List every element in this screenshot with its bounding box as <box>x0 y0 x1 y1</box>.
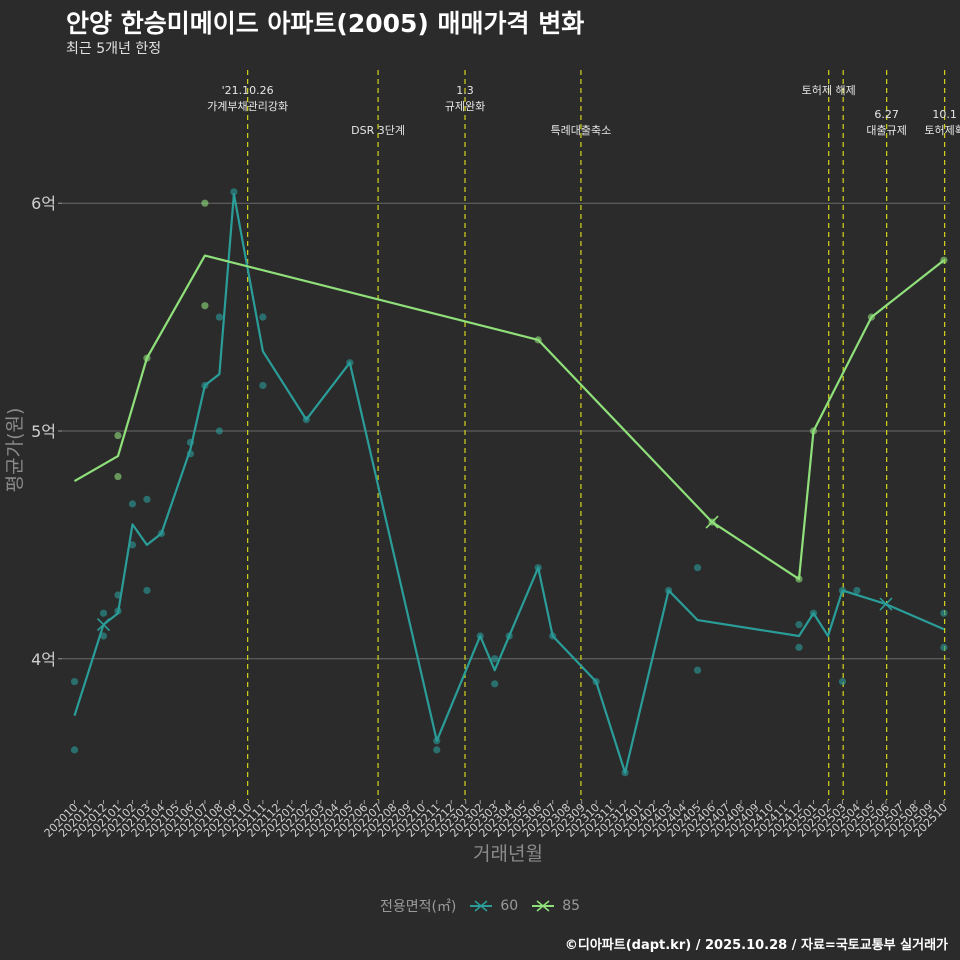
policy-event-label: 가계부채관리강화 <box>207 100 288 113</box>
data-point-60 <box>809 609 818 617</box>
source-caption: ©디아파트(dapt.kr) / 2025.10.28 / 자료=국토교통부 실… <box>564 938 948 953</box>
data-point-60 <box>795 621 803 629</box>
data-point-60 <box>476 632 484 640</box>
policy-event-label: 특례대출축소 <box>551 124 612 137</box>
data-point-60 <box>433 737 441 745</box>
y-axis: 4억 5억 6억 <box>31 194 62 669</box>
data-point-60 <box>592 677 600 686</box>
data-point-85 <box>940 256 948 264</box>
series-marker-85 <box>705 515 719 529</box>
data-point-60 <box>143 586 151 595</box>
data-point-60 <box>70 746 79 754</box>
data-point-60 <box>128 500 137 508</box>
data-point-60 <box>346 359 354 367</box>
policy-event-label: 1.3 <box>456 84 474 97</box>
data-point-60 <box>302 416 310 424</box>
data-point-60 <box>549 632 557 640</box>
legend-label-85: 85 <box>562 898 581 914</box>
policy-event-label: 6.27 <box>874 108 899 121</box>
data-points <box>70 188 948 777</box>
data-point-85 <box>795 575 803 583</box>
data-point-60 <box>230 188 238 196</box>
data-point-85 <box>114 431 122 440</box>
data-point-60 <box>491 680 499 688</box>
legend-key-85-icon <box>532 900 555 912</box>
policy-event-label: DSR 3단계 <box>351 124 405 137</box>
data-point-85 <box>114 472 122 481</box>
data-point-60 <box>853 586 861 595</box>
data-point-85 <box>867 313 876 321</box>
data-point-60 <box>795 643 803 651</box>
legend-title: 전용면적(㎡) <box>379 899 457 915</box>
data-point-60 <box>664 586 673 595</box>
data-point-60 <box>259 313 267 321</box>
policy-event-label: '21.10.26 <box>222 84 274 97</box>
x-axis: 2020102020112020122021012021022021032021… <box>42 800 950 840</box>
data-point-85 <box>809 427 818 435</box>
data-point-85 <box>201 302 209 310</box>
y-tick-label: 4억 <box>31 650 56 669</box>
data-point-60 <box>940 609 948 617</box>
policy-event-label: 10.1 <box>932 108 957 121</box>
policy-event-label: 규제완화 <box>445 100 485 113</box>
series-lines <box>73 193 945 774</box>
data-point-60 <box>114 591 122 599</box>
data-point-60 <box>505 632 513 640</box>
chart-title: 안양 한승미메이드 아파트(2005) 매매가격 변화 <box>66 9 585 38</box>
data-point-60 <box>259 381 267 390</box>
data-point-60 <box>940 643 948 651</box>
y-tick-label: 6억 <box>31 194 56 213</box>
series-line-60 <box>73 193 945 774</box>
data-point-60 <box>70 677 79 686</box>
legend-item-60: 60 <box>468 898 518 914</box>
series-line-85 <box>73 254 945 581</box>
data-point-60 <box>186 450 195 458</box>
data-point-85 <box>143 354 151 362</box>
data-point-60 <box>433 746 441 754</box>
data-point-60 <box>157 529 166 538</box>
data-point-60 <box>693 564 702 572</box>
data-point-60 <box>534 564 542 572</box>
series-marker-60 <box>96 618 111 632</box>
legend-item-85: 85 <box>530 898 580 914</box>
legend: 전용면적(㎡) 60 85 <box>0 896 960 916</box>
data-point-60 <box>128 541 137 549</box>
data-point-60 <box>114 607 122 615</box>
series-marker-60 <box>879 597 893 611</box>
chart-subtitle: 최근 5개년 한정 <box>66 41 162 57</box>
data-point-60 <box>215 313 223 321</box>
y-tick-label: 5억 <box>31 422 56 441</box>
data-point-60 <box>99 609 108 617</box>
grid-lines <box>62 202 950 660</box>
data-point-60 <box>838 586 847 595</box>
data-point-60 <box>186 438 195 446</box>
data-point-60 <box>491 655 499 663</box>
legend-label-60: 60 <box>500 898 519 914</box>
policy-event-lines <box>247 70 946 800</box>
data-point-60 <box>621 769 629 777</box>
data-point-85 <box>534 336 542 344</box>
data-point-60 <box>99 632 108 640</box>
data-point-60 <box>143 495 151 503</box>
data-point-85 <box>201 199 209 207</box>
policy-event-label: 대출규제 <box>866 124 906 137</box>
data-point-60 <box>693 666 702 674</box>
policy-event-label: 토허제 해제 <box>802 83 856 97</box>
data-point-60 <box>838 677 847 686</box>
legend-key-60-icon <box>470 900 493 912</box>
y-axis-label: 평균가(원) <box>4 408 26 493</box>
data-point-60 <box>201 381 209 390</box>
x-axis-label: 거래년월 <box>473 843 543 865</box>
policy-event-label: 토허제확 <box>924 124 960 137</box>
data-point-60 <box>215 427 223 435</box>
